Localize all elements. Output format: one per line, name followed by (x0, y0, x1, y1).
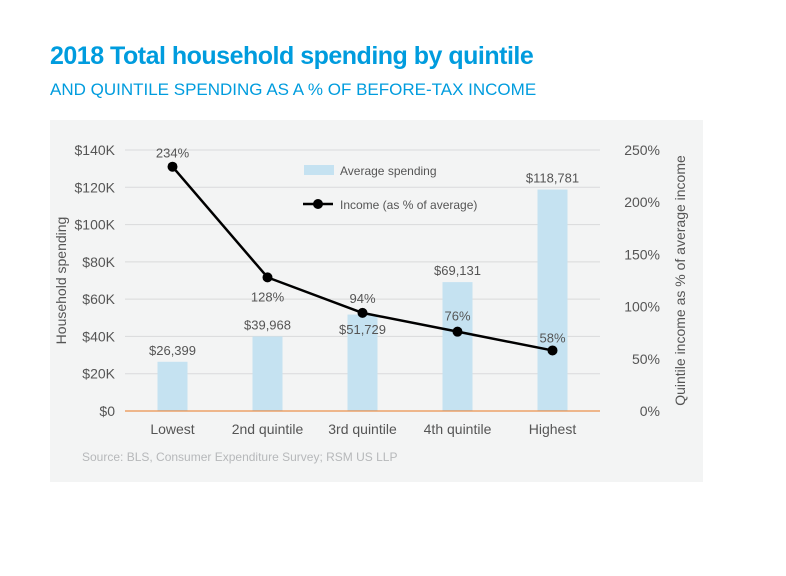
line-point (167, 161, 178, 172)
legend-swatch-bar (304, 165, 334, 175)
bar-data-label: $118,781 (526, 171, 579, 186)
bar (252, 336, 283, 411)
source-note: Source: BLS, Consumer Expenditure Survey… (82, 450, 398, 464)
y-tick-label: $0 (99, 403, 115, 419)
y2-axis-label: Quintile income as % of average income (672, 155, 688, 406)
y-tick-label: $100K (75, 217, 116, 233)
x-tick-label: Lowest (150, 421, 194, 437)
bar (157, 361, 188, 411)
legend-label: Income (as % of average) (340, 198, 477, 212)
line-data-label: 76% (444, 309, 470, 324)
line-data-label: 94% (349, 291, 375, 306)
x-tick-label: 2nd quintile (232, 421, 304, 437)
line-point (547, 345, 558, 356)
y-tick-label: $80K (82, 254, 115, 270)
line-data-label: 128% (251, 289, 285, 304)
line-data-label: 234% (156, 146, 190, 161)
x-tick-label: Highest (529, 421, 577, 437)
y2-tick-label: 50% (632, 351, 660, 367)
chart-title: 2018 Total household spending by quintil… (50, 42, 534, 70)
y2-tick-label: 0% (640, 403, 660, 419)
y2-tick-label: 150% (624, 246, 660, 262)
line-point (452, 326, 463, 337)
bar-data-label: $69,131 (434, 263, 481, 278)
y2-tick-label: 200% (624, 194, 660, 210)
x-tick-label: 4th quintile (424, 421, 492, 437)
legend-label: Average spending (340, 164, 437, 178)
y2-tick-label: 250% (624, 142, 660, 158)
bar-data-label: $51,729 (339, 322, 386, 337)
bar (347, 314, 378, 411)
y-tick-label: $60K (82, 291, 115, 307)
bar-data-label: $39,968 (244, 317, 291, 332)
x-tick-label: 3rd quintile (328, 421, 397, 437)
bar (537, 189, 568, 411)
y-tick-label: $120K (75, 179, 116, 195)
line-point (262, 272, 273, 283)
y-tick-label: $40K (82, 328, 115, 344)
line-data-label: 58% (539, 330, 565, 345)
legend-swatch-marker (313, 199, 323, 209)
y-tick-label: $20K (82, 366, 115, 382)
bar-data-label: $26,399 (149, 343, 196, 358)
y-axis-label: Household spending (53, 217, 69, 345)
chart-subtitle: AND QUINTILE SPENDING AS A % OF BEFORE-T… (50, 80, 537, 99)
chart-panel (50, 120, 703, 482)
y2-tick-label: 100% (624, 299, 660, 315)
y-tick-label: $140K (75, 142, 116, 158)
line-point (357, 307, 368, 318)
bar (442, 282, 473, 411)
